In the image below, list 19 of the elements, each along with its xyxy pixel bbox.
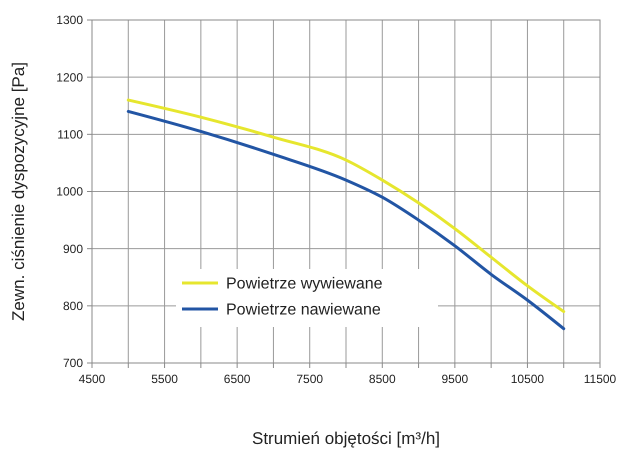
y-tick-label: 1100 bbox=[57, 128, 84, 142]
x-tick-label: 10500 bbox=[510, 372, 544, 386]
y-tick-label: 1300 bbox=[56, 13, 84, 28]
x-tick-label: 6500 bbox=[224, 372, 251, 386]
x-axis-title: Strumień objętości [m³/h] bbox=[252, 429, 440, 448]
x-tick-label: 4500 bbox=[78, 372, 106, 386]
x-tick-label: 11500 bbox=[584, 372, 617, 386]
legend-label: Powietrze nawiewane bbox=[226, 302, 381, 319]
x-tick-label: 8500 bbox=[368, 372, 396, 386]
x-tick-label: 5500 bbox=[151, 372, 178, 386]
y-tick-label: 700 bbox=[62, 356, 84, 370]
legend-label: Powietrze wywiewane bbox=[226, 276, 383, 293]
y-tick-label: 1000 bbox=[56, 184, 84, 199]
y-tick-label: 800 bbox=[62, 299, 84, 314]
y-axis-title: Zewn. ciśnienie dyspozycyjne [Pa] bbox=[9, 62, 28, 321]
y-tick-label: 900 bbox=[62, 242, 84, 256]
x-tick-label: 9500 bbox=[442, 372, 469, 386]
y-tick-label: 1200 bbox=[56, 70, 84, 84]
x-tick-label: 7500 bbox=[296, 372, 324, 386]
